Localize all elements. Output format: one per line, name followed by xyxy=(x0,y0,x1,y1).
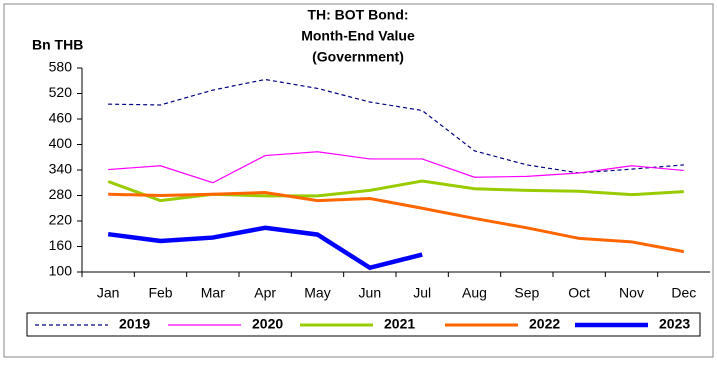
y-axis-label: Bn THB xyxy=(32,37,83,53)
legend-label: 2022 xyxy=(529,316,560,332)
y-tick-label: 460 xyxy=(49,110,73,126)
chart-title: TH: BOT Bond: xyxy=(307,7,408,23)
series-line xyxy=(108,151,684,184)
y-tick-label: 280 xyxy=(49,186,73,202)
chart-title: (Government) xyxy=(312,49,404,65)
x-tick-label: Mar xyxy=(201,285,225,301)
series-line xyxy=(108,191,685,254)
chart-title: Month-End Value xyxy=(301,28,415,44)
y-tick-label: 220 xyxy=(49,212,73,228)
y-tick-label: 400 xyxy=(49,135,73,151)
x-tick-label: Jul xyxy=(413,285,431,301)
x-tick-label: May xyxy=(304,285,330,301)
legend-label: 2023 xyxy=(659,316,690,332)
x-tick-label: Apr xyxy=(254,285,276,301)
x-tick-label: Jan xyxy=(97,285,120,301)
x-tick-label: Sep xyxy=(514,285,539,301)
series-line xyxy=(107,225,423,271)
x-tick-label: Jun xyxy=(359,285,382,301)
x-tick-label: Dec xyxy=(671,285,696,301)
x-tick-label: Feb xyxy=(148,285,172,301)
y-tick-label: 520 xyxy=(49,84,73,100)
legend-label: 2019 xyxy=(119,316,150,332)
x-tick-label: Nov xyxy=(619,285,644,301)
legend-label: 2021 xyxy=(384,316,415,332)
x-tick-label: Aug xyxy=(462,285,487,301)
legend-box xyxy=(26,312,701,337)
x-tick-label: Oct xyxy=(568,285,590,301)
y-tick-label: 340 xyxy=(49,161,73,177)
y-tick-label: 580 xyxy=(49,59,73,75)
y-tick-label: 100 xyxy=(49,263,73,279)
legend-label: 2020 xyxy=(252,316,283,332)
frame xyxy=(3,3,714,358)
y-tick-label: 160 xyxy=(49,237,73,253)
